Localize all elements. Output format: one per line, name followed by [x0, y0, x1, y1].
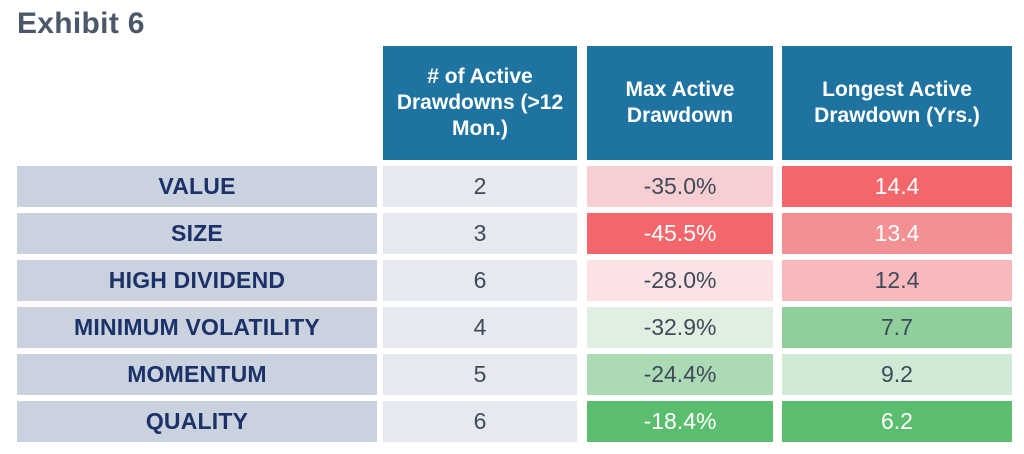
column-header-num-drawdowns: # of Active Drawdowns (>12 Mon.) [383, 46, 577, 160]
longest-drawdown-cell: 7.7 [782, 307, 1012, 348]
row-label-minimum-volatility: MINIMUM VOLATILITY [17, 307, 377, 348]
longest-drawdown-cell: 12.4 [782, 260, 1012, 301]
row-label-size: SIZE [17, 213, 377, 254]
exhibit-title: Exhibit 6 [17, 7, 145, 40]
longest-drawdown-cell: 6.2 [782, 401, 1012, 442]
row-label-quality: QUALITY [17, 401, 377, 442]
num-drawdowns-cell: 3 [383, 213, 577, 254]
max-drawdown-cell: -28.0% [587, 260, 773, 301]
max-drawdown-cell: -18.4% [587, 401, 773, 442]
num-drawdowns-cell: 6 [383, 260, 577, 301]
max-drawdown-cell: -45.5% [587, 213, 773, 254]
num-drawdowns-cell: 6 [383, 401, 577, 442]
num-drawdowns-cell: 2 [383, 166, 577, 207]
num-drawdowns-cell: 4 [383, 307, 577, 348]
max-drawdown-cell: -24.4% [587, 354, 773, 395]
row-label-high-dividend: HIGH DIVIDEND [17, 260, 377, 301]
column-header-max-drawdown: Max Active Drawdown [587, 46, 773, 160]
max-drawdown-cell: -35.0% [587, 166, 773, 207]
row-label-momentum: MOMENTUM [17, 354, 377, 395]
longest-drawdown-cell: 14.4 [782, 166, 1012, 207]
column-header-longest-drawdown: Longest Active Drawdown (Yrs.) [782, 46, 1012, 160]
max-drawdown-cell: -32.9% [587, 307, 773, 348]
num-drawdowns-cell: 5 [383, 354, 577, 395]
longest-drawdown-cell: 13.4 [782, 213, 1012, 254]
longest-drawdown-cell: 9.2 [782, 354, 1012, 395]
row-label-value: VALUE [17, 166, 377, 207]
drawdown-table: # of Active Drawdowns (>12 Mon.) Max Act… [17, 46, 1012, 442]
